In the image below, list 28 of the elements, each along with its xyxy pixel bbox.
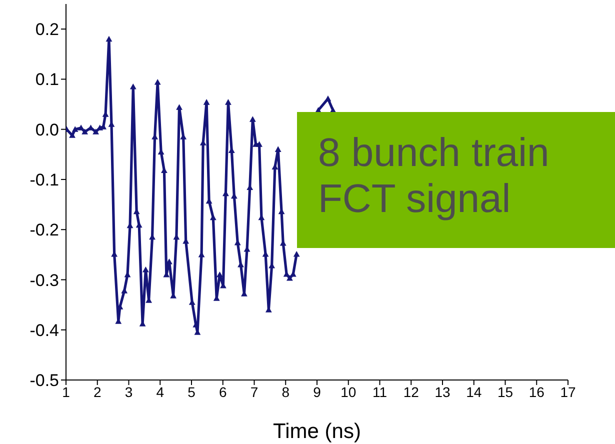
x-tick-label: 13: [434, 384, 450, 400]
x-tick-label: 8: [282, 384, 290, 400]
x-tick-label: 4: [156, 384, 164, 400]
x-tick-label: 12: [403, 384, 420, 400]
x-tick-label: 6: [218, 384, 227, 400]
y-tick-label: 0.2: [35, 20, 59, 40]
x-tick-label: 10: [340, 384, 356, 400]
x-tick-label: 11: [372, 384, 388, 400]
y-tick-label: -0.1: [30, 170, 59, 190]
x-tick-label: 2: [93, 384, 102, 400]
x-tick-label: 3: [124, 384, 133, 400]
x-tick-label: 9: [313, 384, 322, 400]
y-tick-label: 0.0: [35, 120, 59, 140]
y-tick-label: -0.3: [30, 270, 59, 290]
x-tick-label: 7: [250, 384, 258, 400]
annotation: 8 bunch train FCT signal: [318, 130, 550, 222]
x-tick-label: 14: [466, 384, 482, 400]
x-tick-label: 5: [188, 384, 196, 400]
x-tick-label: 15: [497, 384, 514, 400]
y-tick-label: -0.4: [30, 320, 59, 340]
y-tick-label: 0.1: [35, 70, 59, 90]
y-tick-label: -0.2: [30, 220, 59, 240]
x-tick-label: 16: [528, 384, 545, 400]
y-tick-label: -0.5: [30, 371, 59, 390]
x-tick-label: 1: [62, 384, 70, 400]
text-box: 8 bunch train FCT signal: [297, 112, 615, 248]
x-tick-label: 17: [560, 384, 576, 400]
x-axis-title: Time (ns): [273, 420, 361, 443]
